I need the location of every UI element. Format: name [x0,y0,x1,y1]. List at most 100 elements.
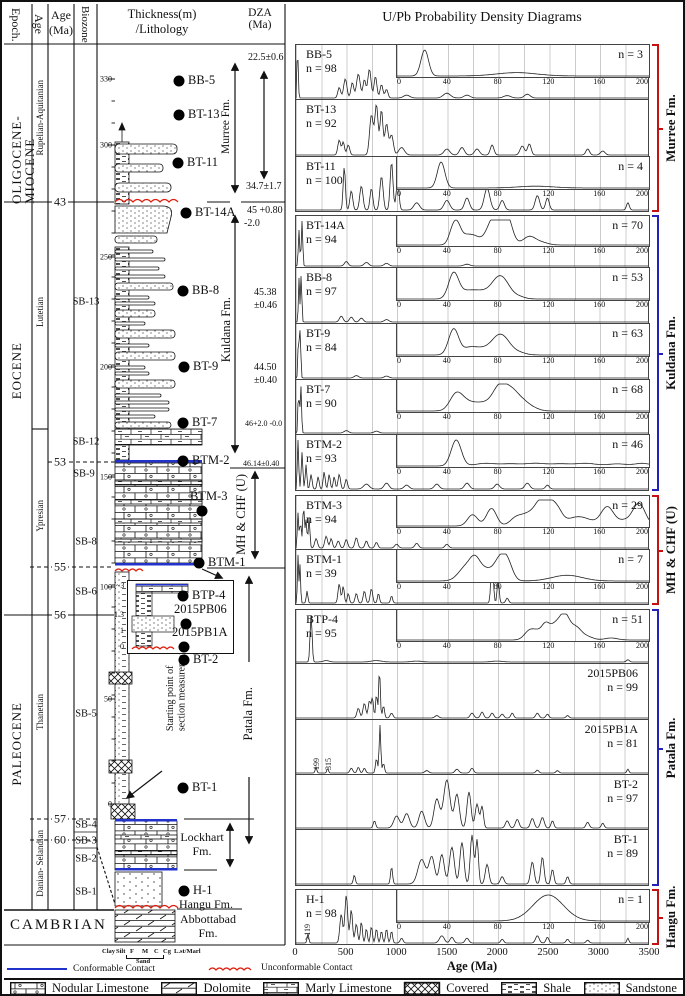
legend-shale-label: Shale [543,980,571,995]
column-label-kuldana: Kuldana Fm. [219,297,233,363]
inset-axis-tick: 160 [593,467,606,476]
main-axis-tick: 2000 [486,947,508,958]
formation-bracket-label: MH & CHF (U) [663,506,678,594]
panel-sample-name: BT-14A [306,218,345,232]
pdf-panel: BTM-3 n = 94 n = 29 0 40 80 120 160 200 [295,495,650,550]
legend-nodular-label: Nodular Limestone [52,980,149,995]
header-age: Age [32,14,46,34]
pdf-curve [296,103,648,156]
conformable-line-swatch [7,968,67,970]
panel-sample-name: BTM-2 [306,437,342,451]
pdf-curve [296,834,648,885]
sample-dot [180,207,192,219]
pdf-curve [296,675,648,719]
main-axis-tick: 1500 [436,947,458,958]
formation-bracket-tick [657,128,663,130]
inset-axis-tick: 120 [542,527,555,536]
detail-mini-column [131,583,189,650]
inset-axis-tick: 40 [442,412,451,421]
inset-panel: n = 53 [396,267,650,301]
main-axis-tick: 500 [337,947,354,958]
biozone-sb6: SB-6 [75,586,97,598]
detail-tick-0: 0 [120,642,124,651]
inset-curve [397,439,649,467]
sample-dot [177,782,189,794]
thickness-ruler [108,78,115,805]
sample-label: BTM-1 [208,555,246,569]
panel-sample-name: 2015PB1A [584,722,638,736]
panel-n-count: n = 94 [306,511,337,526]
inset-panel: n = 51 [396,609,650,642]
panel-sample-name: BT-7 [306,382,331,396]
thickness-tick-250: 250 [100,252,112,262]
panel-label-block: BTM-3 n = 94 [306,498,342,527]
sample-dot [177,455,189,467]
inset-axis-tick: 40 [442,527,451,536]
inset-axis-tick: 40 [442,356,451,365]
inset-panel: n = 46 [396,434,650,468]
sample-label: BT-11 [187,155,219,169]
peak-age-label: >119 [303,923,313,940]
biozone-sb8: SB-8 [75,536,97,548]
legend-marly-limestone: Marly Limestone [263,981,392,994]
age-mark-55: 55 [52,559,68,575]
inset-axis-tick: 160 [593,527,606,536]
stage-thanetian: Thanetian [35,694,45,730]
inset-panel: n = 68 [396,379,650,413]
stage-ypresian: Ypresian [35,500,45,532]
inset-axis-tick: 160 [593,300,606,309]
pdf-panel: 2015PB1A n = 81 199 315 [295,719,649,775]
formation-bracket-tick [657,747,663,750]
pdf-panel: BTM-2 n = 93 n = 46 0 40 80 120 160 200 [295,434,650,491]
thickness-tick-50: 50 [104,694,112,704]
lithology-legend: Nodular Limestone Dolomite Marly Limesto… [4,978,683,995]
panel-sample-name: BB-5 [306,47,333,61]
pdf-curve [296,386,648,434]
legend-dolomite: Dolomite [161,981,251,994]
pdf-panel: BTP-4 n = 95 n = 51 0 40 80 120 160 200 [295,609,650,664]
pdf-panel: BT-9 n = 84 n = 63 0 40 80 120 160 200 [295,323,650,380]
column-label-murree: Murree Fm. [220,99,232,154]
formation-bracket [652,215,663,491]
inset-axis-tick: 200 [636,527,648,536]
grain-label-f: F [130,948,134,955]
inset-n-count: n = 68 [612,382,643,396]
thickness-tick-0: 0 [108,799,112,809]
column-label-patala: Patala Fm. [241,687,255,741]
dza-value-murree-old: 34.7±1.7 [246,181,282,192]
grain-label-clay: Clay [102,948,115,955]
panel-label-block: BTM-2 n = 93 [306,437,342,466]
abbottabad-line2: Fm. [198,926,218,941]
panel-n-count: n = 90 [306,395,337,410]
lockhart-line1: Lockhart [180,830,224,844]
panel-label-block: BT-9 n = 84 [306,326,337,355]
pdf-panel: BT-1 n = 89 [295,829,649,886]
panel-sample-name: BTM-3 [306,498,342,512]
pdf-curve [296,615,648,663]
panel-sample-name: BT-1 [613,832,638,846]
inset-axis-tick: 40 [442,582,451,591]
panel-label-block: BT-7 n = 90 [306,382,337,411]
inset-axis-tick: 80 [493,300,502,309]
inset-axis-tick: 160 [593,412,606,421]
pdf-panel: BB-5 n = 98 n = 3 0 40 80 120 160 200 [295,44,650,100]
stage-danian-selandian: Danian- Selandian [35,830,45,897]
inset-curve [397,383,649,412]
legend-sandstone: Sandstone [583,981,677,994]
inset-axis-tick: 0 [397,467,401,476]
sample-label: BTM-2 [192,453,230,467]
dza-value-kuldana-top-a: 45 +0.80 [247,205,283,216]
epoch-cambrian: CAMBRIAN [10,917,107,933]
panel-n-count: n = 89 [607,845,638,860]
inset-n-count: n = 51 [612,612,643,626]
inset-n-count: n = 7 [618,552,643,566]
peak-age-label: 315 [323,758,333,770]
inset-curve [397,219,649,246]
pdf-curve [296,554,648,604]
inset-axis-tick: 40 [442,189,451,198]
conformable-contact-lines [115,460,202,871]
formation-bracket [652,609,663,886]
formation-bracket [652,889,663,945]
header-biozone: Biozone [79,6,91,43]
pdf-panel: BT-14A n = 94 n = 70 0 40 80 120 160 200 [295,215,650,268]
